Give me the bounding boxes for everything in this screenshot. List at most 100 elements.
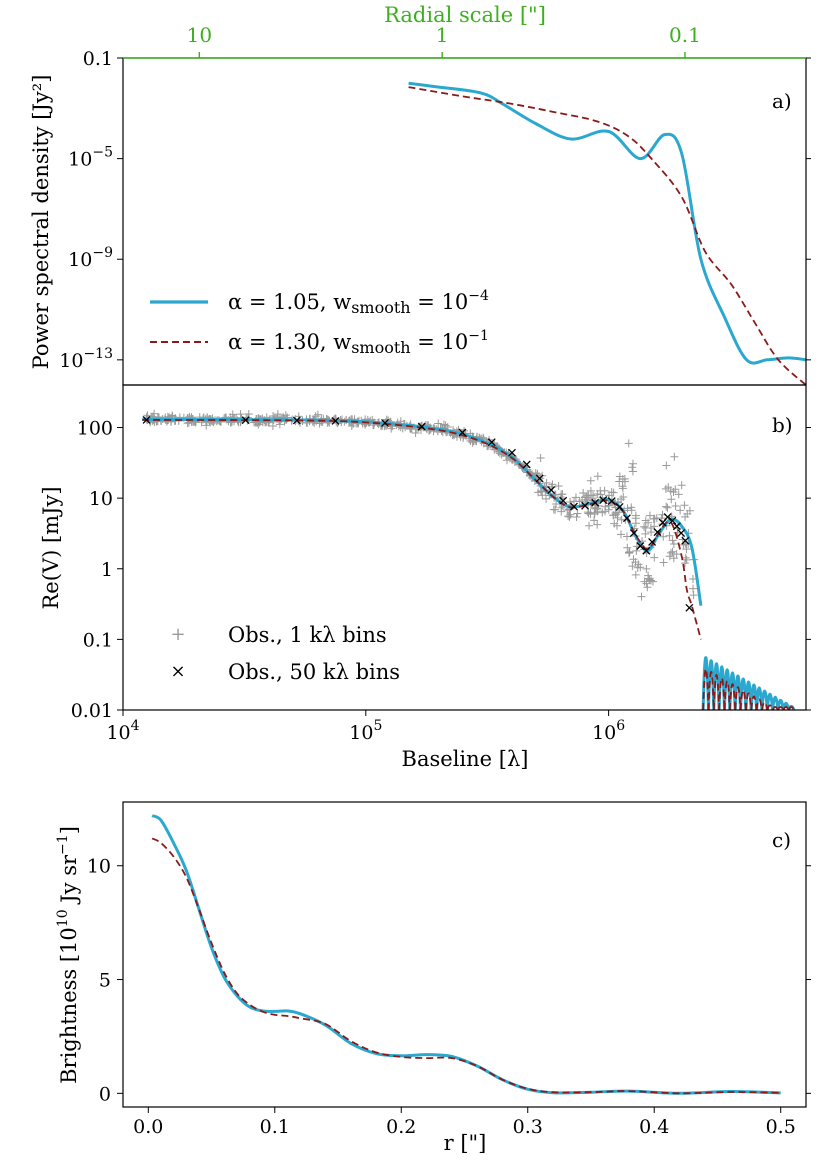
obs-point-coarse (535, 474, 544, 483)
obs-point-fine (676, 506, 685, 515)
tick-label: 0.1 (260, 1116, 290, 1138)
tick-label: 10−5 (68, 145, 113, 171)
tick-label: 106 (592, 718, 625, 744)
legend-entry-1-mid: = 10 (411, 290, 469, 314)
obs-point-fine (593, 472, 602, 481)
panel-c-x-ticks: 0.0 0.1 0.2 0.3 0.4 0.5 (133, 1107, 796, 1138)
tail-oscillation-a130 (702, 668, 795, 710)
obs-point-fine (669, 539, 678, 548)
obs-point-coarse (677, 529, 686, 538)
tick-label: 10−9 (68, 245, 113, 271)
obs-point-fine (623, 504, 632, 513)
legend-entry-1: α = 1.05, wsmooth = 10−4 (228, 288, 489, 317)
obs-point-coarse (570, 502, 578, 511)
panel-c-lines (151, 814, 781, 1095)
obs-point-coarse (668, 516, 677, 525)
series-line-a130 (151, 837, 781, 1095)
obs-point-fine (542, 478, 551, 487)
obs-point-fine (634, 560, 643, 569)
panel-a-lines (408, 81, 806, 385)
obs-point-fine (671, 502, 680, 511)
obs-point-fine (633, 563, 642, 572)
obs-point-coarse (292, 416, 301, 425)
obs-point-fine (202, 421, 211, 430)
obs-point-fine (646, 524, 655, 533)
obs-point-coarse (648, 537, 657, 546)
panel-c-label: c) (772, 828, 791, 852)
series-line-a130 (408, 86, 806, 385)
obs-point-coarse (672, 522, 681, 531)
legend-obs-fine: Obs., 1 kλ bins (228, 623, 387, 647)
obs-point-fine (590, 508, 599, 517)
series-line-a105 (408, 81, 806, 365)
obs-point-fine (677, 481, 686, 490)
obs-point-fine (236, 410, 245, 419)
obs-point-fine (593, 504, 602, 513)
obs-point-fine (537, 487, 546, 496)
obs-point-fine (557, 503, 566, 512)
obs-point-fine (662, 502, 671, 511)
tick-label: 0.2 (386, 1116, 416, 1138)
obs-point-fine (670, 452, 679, 461)
obs-point-fine (667, 495, 676, 504)
obs-point-fine (609, 511, 618, 520)
tick-label: 0.4 (639, 1116, 669, 1138)
obs-point-fine (593, 520, 602, 529)
obs-point-fine (631, 570, 640, 579)
obs-point-fine (631, 511, 640, 520)
obs-point-coarse (522, 460, 531, 469)
legend-entry-2-sub: smooth (351, 338, 410, 357)
tick-label: 5 (99, 970, 111, 992)
obs-point-fine (662, 461, 671, 470)
obs-point-fine (572, 513, 581, 522)
obs-point-fine (641, 529, 650, 538)
obs-point-fine (625, 547, 634, 556)
obs-point-coarse (331, 416, 340, 425)
panel-b-obs-coarse (142, 415, 694, 612)
obs-point-fine (554, 481, 563, 490)
panel-b-legend: + Obs., 1 kλ bins × Obs., 50 kλ bins (170, 623, 400, 684)
obs-point-fine (644, 518, 653, 527)
panel-a-y-ticks: 0.1 10−5 10−9 10−13 (59, 48, 811, 372)
obs-point-coarse (607, 497, 616, 505)
obs-point-fine (680, 559, 689, 568)
legend-entry-2-mid: = 10 (411, 330, 469, 354)
panel-c-ylabel-prefix: Brightness [10 (57, 927, 81, 1084)
obs-point-fine (618, 475, 627, 484)
legend-entry-2-text: α = 1.30, w (228, 330, 351, 354)
obs-point-fine (573, 509, 582, 518)
obs-point-fine (637, 592, 646, 601)
panel-a-label: a) (772, 89, 792, 113)
obs-point-coarse (591, 498, 600, 507)
legend-entry-2-sup: −1 (468, 328, 489, 344)
panel-c-ylabel-sup1: 10 (55, 909, 71, 927)
tick-label: 0.5 (766, 1116, 796, 1138)
obs-point-fine (632, 546, 641, 555)
obs-point-fine (623, 543, 632, 552)
obs-point-fine (613, 513, 622, 522)
obs-point-fine (590, 516, 599, 525)
panel-b-frame (122, 384, 807, 711)
tick-label: 104 (106, 718, 139, 744)
tick-label: 1 (101, 559, 113, 581)
tick-label: 10 (89, 488, 113, 510)
obs-point-coarse (142, 415, 151, 424)
obs-point-fine (642, 564, 651, 573)
legend-obs-coarse: Obs., 50 kλ bins (228, 660, 400, 684)
obs-point-fine (228, 410, 237, 419)
obs-point-fine (628, 562, 637, 571)
obs-point-fine (628, 467, 637, 476)
obs-point-fine (556, 493, 565, 502)
obs-point-fine (628, 463, 637, 472)
tick-label: 0 (99, 1083, 111, 1105)
obs-point-fine (439, 420, 448, 429)
obs-point-fine (625, 548, 634, 557)
obs-point-fine (642, 579, 651, 588)
panel-c-ylabel-suffix: ] (57, 826, 81, 834)
obs-point-coarse (547, 486, 556, 495)
obs-point-fine (669, 488, 678, 497)
obs-point-fine (619, 492, 628, 501)
obs-point-fine (617, 530, 626, 539)
panel-b-obs-fine (142, 409, 699, 601)
